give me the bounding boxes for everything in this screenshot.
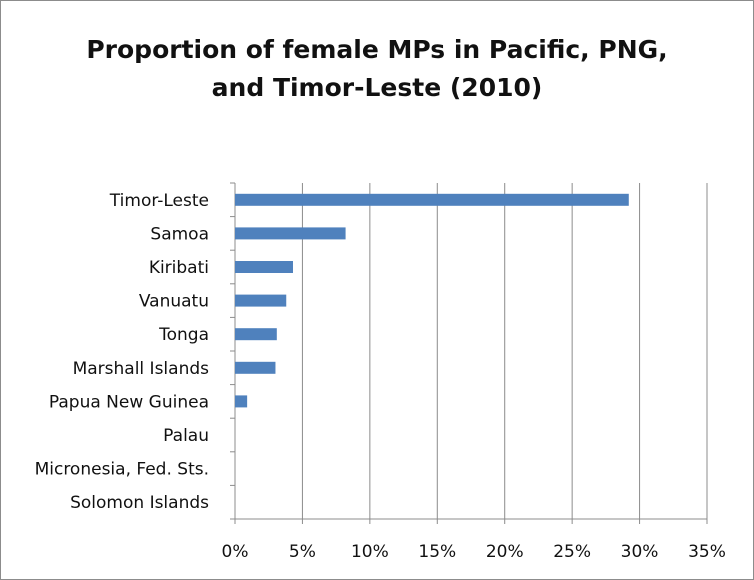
category-label: Tonga <box>158 325 209 345</box>
chart-title: Proportion of female MPs in Pacific, PNG… <box>1 31 753 107</box>
x-tick-label: 15% <box>418 542 456 562</box>
x-tick-label: 35% <box>688 542 726 562</box>
category-label: Papua New Guinea <box>49 392 209 412</box>
bar <box>235 227 346 240</box>
chart-title-line-1: Proportion of female MPs in Pacific, PNG… <box>86 35 668 64</box>
category-label: Samoa <box>150 224 209 244</box>
category-label: Vanuatu <box>139 292 209 312</box>
bar <box>235 328 277 341</box>
x-tick-label: 0% <box>222 542 249 562</box>
category-label: Palau <box>163 426 209 446</box>
bar <box>235 261 293 273</box>
category-label: Marshall Islands <box>73 359 210 379</box>
bar <box>235 361 276 374</box>
category-label: Micronesia, Fed. Sts. <box>35 460 209 480</box>
x-tick-label: 20% <box>486 542 524 562</box>
x-tick-label: 10% <box>351 542 389 562</box>
x-tick-label: 25% <box>553 542 591 562</box>
category-label: Timor-Leste <box>109 191 209 211</box>
category-label: Solomon Islands <box>70 493 209 513</box>
x-tick-label: 5% <box>289 542 316 562</box>
bar <box>235 193 629 206</box>
bar <box>235 294 287 307</box>
chart-title-line-2: and Timor-Leste (2010) <box>211 73 543 102</box>
x-tick-label: 30% <box>621 542 659 562</box>
bar <box>235 395 248 408</box>
category-label: Kiribati <box>149 258 209 278</box>
